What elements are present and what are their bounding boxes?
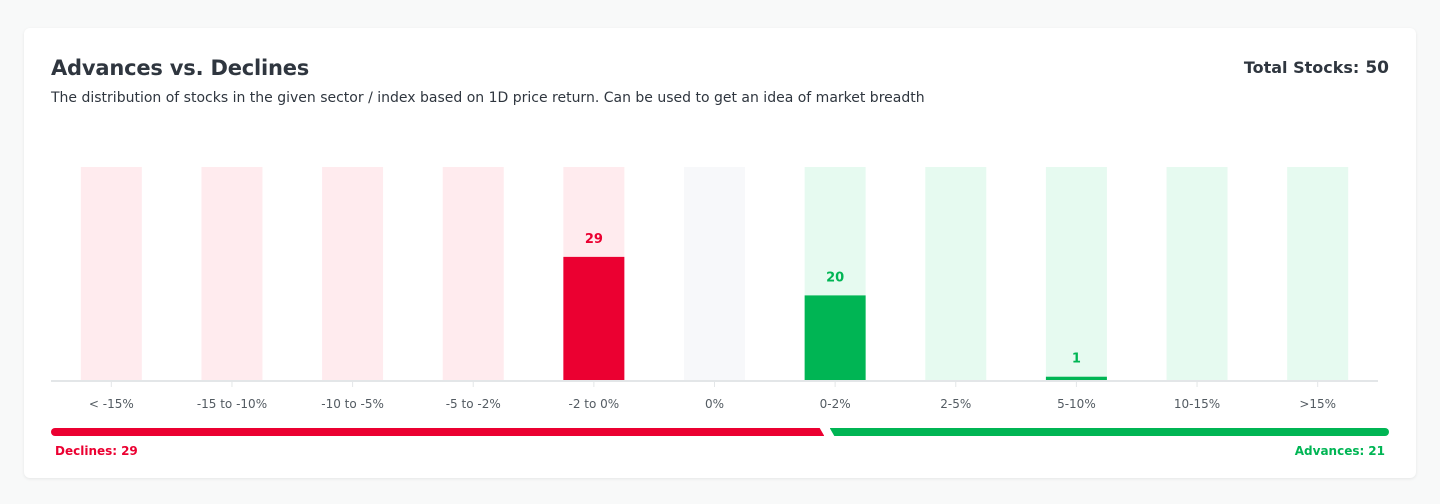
bar-track-5 bbox=[684, 167, 745, 381]
tick-label-7: 2-5% bbox=[940, 397, 971, 411]
tick-label-4: -2 to 0% bbox=[569, 397, 620, 411]
declines-label: Declines: bbox=[55, 444, 118, 458]
tick-label-5: 0% bbox=[705, 397, 724, 411]
bar-track-1 bbox=[201, 167, 263, 381]
tick-label-9: 10-15% bbox=[1174, 397, 1220, 411]
data-label-8: 1 bbox=[1072, 352, 1081, 367]
bar-6 bbox=[804, 295, 866, 381]
bar-track-3 bbox=[442, 167, 504, 381]
tick-label-10: >15% bbox=[1299, 397, 1336, 411]
tick-label-1: -15 to -10% bbox=[197, 397, 267, 411]
bar-4 bbox=[563, 256, 625, 381]
data-label-4: 29 bbox=[585, 232, 603, 247]
declines-value: 29 bbox=[121, 444, 138, 458]
bar-track-8 bbox=[1045, 167, 1107, 381]
total-stocks: Total Stocks: 50 bbox=[1244, 58, 1389, 78]
bar-track-9 bbox=[1166, 167, 1228, 381]
advances-summary: Advances: 21 bbox=[1295, 444, 1385, 458]
advances-value: 21 bbox=[1368, 444, 1385, 458]
advances-label: Advances: bbox=[1294, 444, 1365, 458]
bar-track-2 bbox=[322, 167, 384, 381]
tick-label-8: 5-10% bbox=[1057, 397, 1096, 411]
total-stocks-label: Total Stocks: bbox=[1243, 58, 1360, 77]
tick-label-3: -5 to -2% bbox=[446, 397, 501, 411]
declines-bar bbox=[51, 428, 825, 436]
declines-summary: Declines: 29 bbox=[55, 444, 138, 458]
advances-bar bbox=[830, 428, 1389, 436]
data-label-6: 20 bbox=[826, 270, 844, 285]
tick-label-2: -10 to -5% bbox=[321, 397, 384, 411]
bar-8 bbox=[1045, 376, 1107, 381]
chart-title: Advances vs. Declines bbox=[51, 56, 310, 80]
distribution-bar-chart: < -15% -15 to -10% -10 to -5% -5 to -2% 29 -2… bbox=[51, 167, 1378, 411]
tick-label-0: < -15% bbox=[89, 397, 134, 411]
tick-label-6: 0-2% bbox=[820, 397, 851, 411]
bar-track-7 bbox=[925, 167, 987, 381]
chart-subtitle: The distribution of stocks in the given … bbox=[51, 90, 925, 106]
total-stocks-value: 50 bbox=[1365, 58, 1389, 78]
bar-track-10 bbox=[1287, 167, 1349, 381]
breadth-bar bbox=[51, 427, 1389, 437]
advances-declines-card: Advances vs. Declines The distribution o… bbox=[24, 28, 1416, 478]
bar-track-0 bbox=[80, 167, 142, 381]
